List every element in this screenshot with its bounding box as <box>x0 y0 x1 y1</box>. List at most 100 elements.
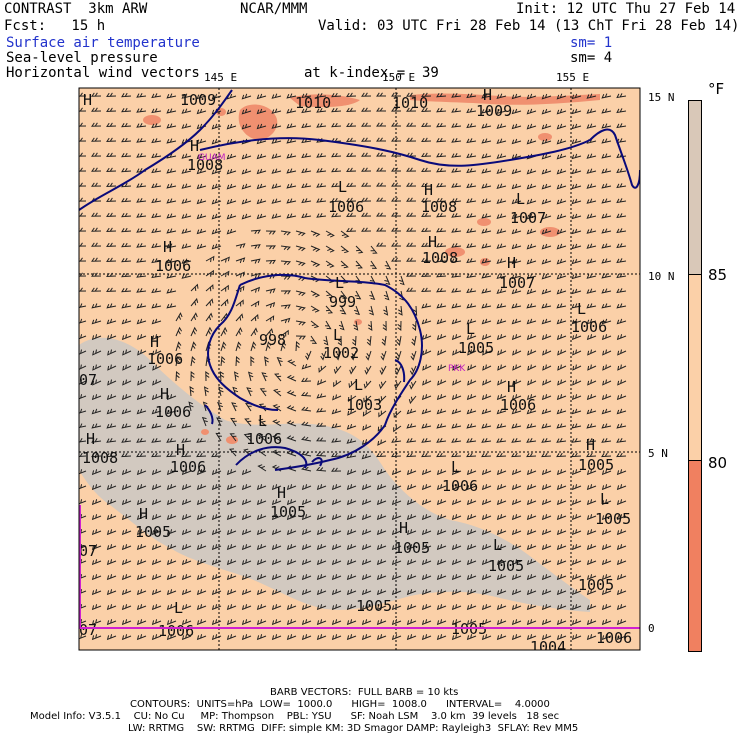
wind-barb <box>369 290 376 301</box>
wind-barb <box>316 407 327 413</box>
wind-barb <box>406 559 417 566</box>
wind-barb <box>301 198 312 204</box>
wind-barb <box>361 529 372 536</box>
wind-barb <box>91 484 102 491</box>
wind-barb <box>331 514 342 521</box>
wind-barb <box>91 318 102 325</box>
wind-barb <box>601 303 612 309</box>
wind-barb <box>91 152 102 157</box>
wind-barb <box>226 123 237 130</box>
wind-barb <box>181 574 192 581</box>
wind-barb <box>271 544 282 551</box>
wind-barb <box>496 604 507 611</box>
high-label: H <box>139 505 148 523</box>
wind-barb <box>571 559 582 566</box>
legend-unit: °F <box>708 80 725 98</box>
wind-barb <box>526 394 537 401</box>
wind-barb <box>586 452 597 458</box>
wind-barb <box>616 514 627 521</box>
wind-barb <box>166 437 177 443</box>
wind-barb <box>481 408 492 415</box>
wind-barb <box>151 213 162 219</box>
wind-barb <box>481 108 492 114</box>
wind-barb <box>211 198 222 205</box>
wind-barb <box>436 287 447 293</box>
wind-barb <box>511 258 522 265</box>
temperature-field-above-85 <box>79 337 590 612</box>
wind-barb <box>316 393 327 399</box>
wind-barb <box>92 364 102 371</box>
wind-barb <box>571 123 582 130</box>
wind-barb <box>526 243 537 250</box>
wind-barb <box>421 589 432 596</box>
wind-barb <box>363 380 372 389</box>
wind-barb <box>280 245 291 251</box>
wind-barb <box>259 388 267 397</box>
wind-barb <box>496 273 507 280</box>
wind-barb <box>541 228 552 235</box>
wind-barb <box>556 243 567 250</box>
wind-barb <box>151 394 162 401</box>
wind-barb <box>394 365 402 376</box>
wind-barb <box>571 168 582 175</box>
wind-barb <box>571 423 582 429</box>
wind-barb <box>228 448 237 457</box>
wind-barb <box>79 197 87 202</box>
wind-barb <box>287 359 297 367</box>
wind-barb <box>571 108 582 115</box>
wind-barb <box>151 544 162 551</box>
wind-barb <box>121 257 132 263</box>
wind-barb <box>616 258 627 264</box>
wind-barb <box>331 122 342 128</box>
wind-barb <box>526 334 537 341</box>
wind-barb <box>421 122 432 127</box>
wind-barb <box>526 423 537 429</box>
wind-barb <box>409 380 417 390</box>
wind-barb <box>271 93 282 99</box>
wind-barb <box>106 318 117 325</box>
wind-barb <box>512 349 522 356</box>
wind-barb <box>310 230 321 237</box>
wind-barb <box>196 469 207 476</box>
wind-barb <box>601 408 612 415</box>
wind-barb <box>586 394 597 401</box>
wind-barb <box>166 619 177 626</box>
wind-barb <box>196 634 207 641</box>
wind-barb <box>211 469 222 476</box>
wind-barb <box>121 514 132 521</box>
field-wind: Horizontal wind vectors <box>6 65 200 81</box>
wind-barb <box>166 589 177 596</box>
wind-barb <box>295 230 306 237</box>
wind-barb <box>497 379 507 386</box>
wind-barb <box>211 153 222 160</box>
wind-barb <box>151 93 162 99</box>
wind-barb <box>451 634 462 641</box>
wind-barb <box>211 168 222 175</box>
wind-barb <box>301 377 312 382</box>
wind-barb <box>121 303 132 309</box>
wind-barb <box>421 394 432 401</box>
wind-barb <box>271 619 282 626</box>
wind-barb <box>79 212 87 217</box>
wind-barb <box>616 408 627 415</box>
wind-barb <box>586 243 597 249</box>
wind-barb <box>136 212 147 218</box>
wind-barb <box>264 356 269 367</box>
wind-barb <box>272 404 282 412</box>
wind-barb <box>286 544 297 551</box>
wind-barb <box>421 452 432 458</box>
wind-barb <box>571 93 582 100</box>
wind-barb <box>325 260 335 268</box>
lat-lon-grid <box>79 88 640 650</box>
wind-barb <box>271 168 282 174</box>
wind-barb <box>250 356 255 367</box>
wind-barb <box>616 619 627 626</box>
wind-barb <box>376 484 387 491</box>
wind-barb <box>411 335 417 346</box>
wind-barb <box>466 604 477 611</box>
wind-barb <box>220 355 226 367</box>
wind-barb <box>496 634 507 641</box>
wind-barb <box>466 408 477 415</box>
contour-info: CONTOURS: UNITS=hPa LOW= 1000.0 HIGH= 10… <box>130 699 550 710</box>
pressure-label: 1005 <box>458 339 494 357</box>
